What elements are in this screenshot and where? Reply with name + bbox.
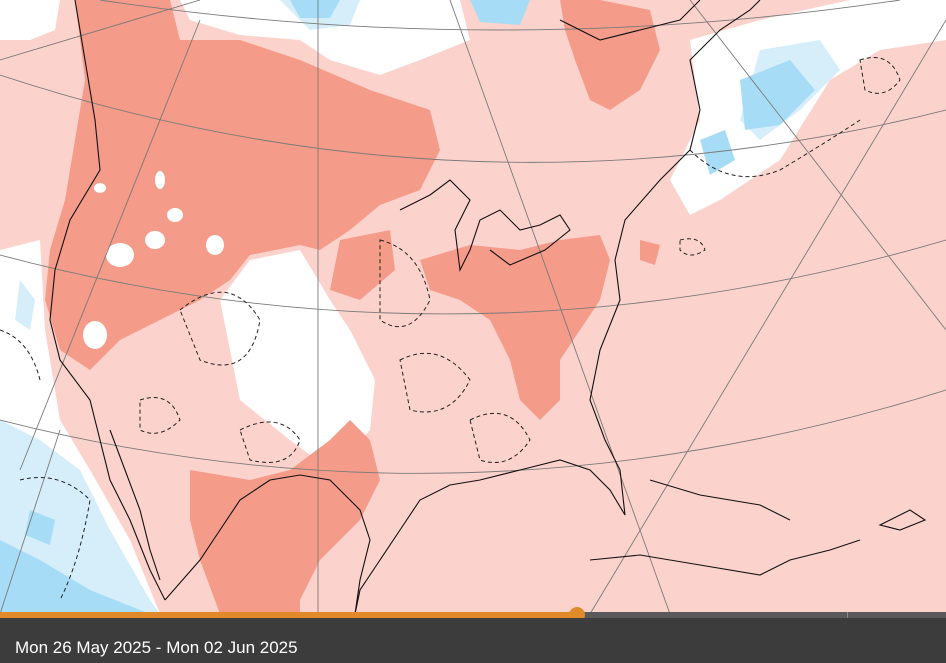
date-range-label: Mon 26 May 2025 - Mon 02 Jun 2025 bbox=[15, 638, 298, 657]
cool-anomaly-regions bbox=[0, 0, 815, 614]
graticule bbox=[0, 0, 946, 614]
coastlines bbox=[49, 0, 927, 614]
neutral-patches bbox=[83, 171, 224, 349]
timeline-end-tick bbox=[847, 612, 848, 618]
timeline-progress bbox=[0, 612, 577, 618]
anomaly-contours bbox=[0, 57, 901, 601]
anomaly-map bbox=[0, 0, 946, 614]
date-bar: Mon 26 May 2025 - Mon 02 Jun 2025 bbox=[0, 618, 946, 663]
warm-anomaly-regions bbox=[45, 0, 660, 614]
